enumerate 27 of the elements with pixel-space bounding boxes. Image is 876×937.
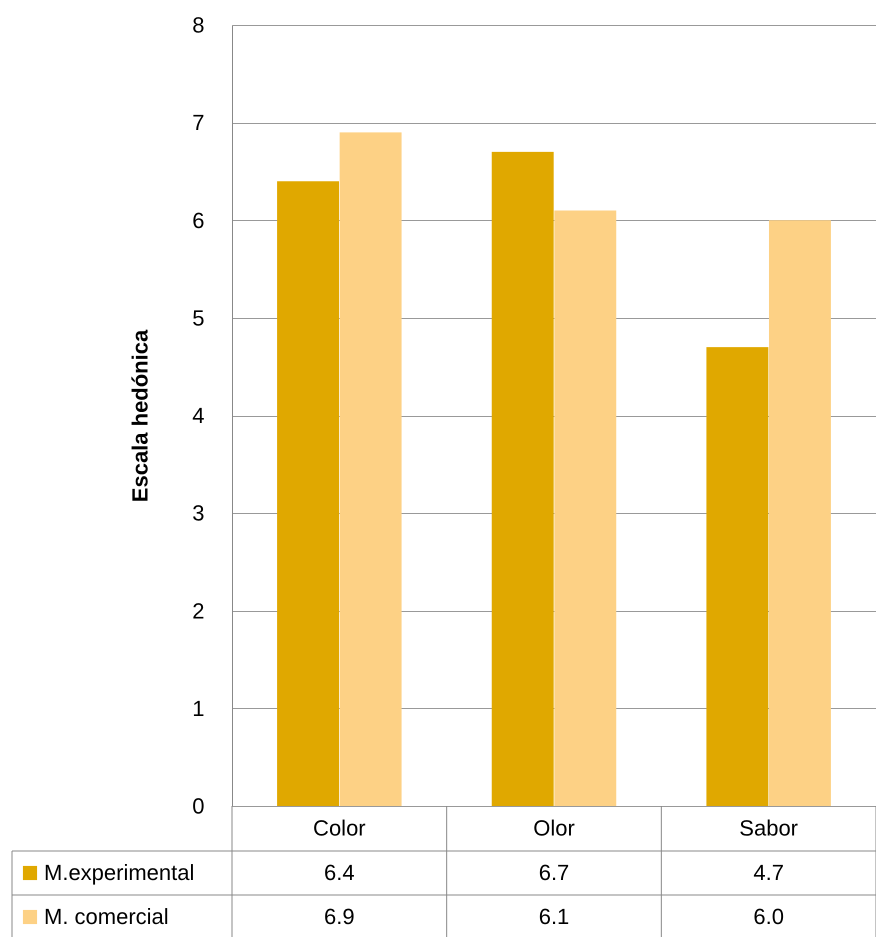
legend-label: M.experimental: [44, 860, 194, 885]
legend-label: M. comercial: [44, 904, 169, 929]
y-tick-label: 4: [192, 403, 204, 428]
y-tick-label: 3: [192, 500, 204, 526]
x-tick-label: Olor: [533, 816, 575, 840]
data-label: 4.7: [753, 860, 784, 885]
bar: [277, 181, 340, 806]
data-label: 6.9: [324, 904, 355, 929]
y-tick-label: 7: [192, 110, 204, 136]
y-tick-label: 6: [192, 208, 204, 233]
y-tick-label: 1: [192, 696, 204, 721]
y-tick-label: 0: [192, 794, 204, 818]
bar: [768, 220, 831, 806]
y-tick-label: 2: [192, 598, 204, 624]
bar: [492, 152, 554, 806]
y-tick-label: 8: [192, 12, 204, 38]
x-tick-label: Sabor: [739, 816, 798, 840]
bar: [340, 132, 402, 806]
data-label: 6.7: [538, 860, 570, 885]
x-tick-label: Color: [313, 816, 366, 840]
data-label: 6.1: [538, 904, 570, 929]
bar: [554, 210, 616, 806]
y-axis-title: Escala hedónica: [127, 329, 152, 502]
bar: [706, 347, 768, 806]
data-label: 6.4: [324, 860, 355, 885]
data-label: 6.0: [753, 904, 784, 929]
y-tick-label: 5: [192, 305, 204, 330]
